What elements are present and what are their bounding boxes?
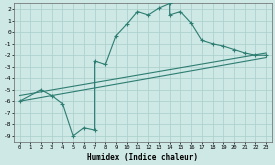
X-axis label: Humidex (Indice chaleur): Humidex (Indice chaleur) — [87, 152, 198, 162]
